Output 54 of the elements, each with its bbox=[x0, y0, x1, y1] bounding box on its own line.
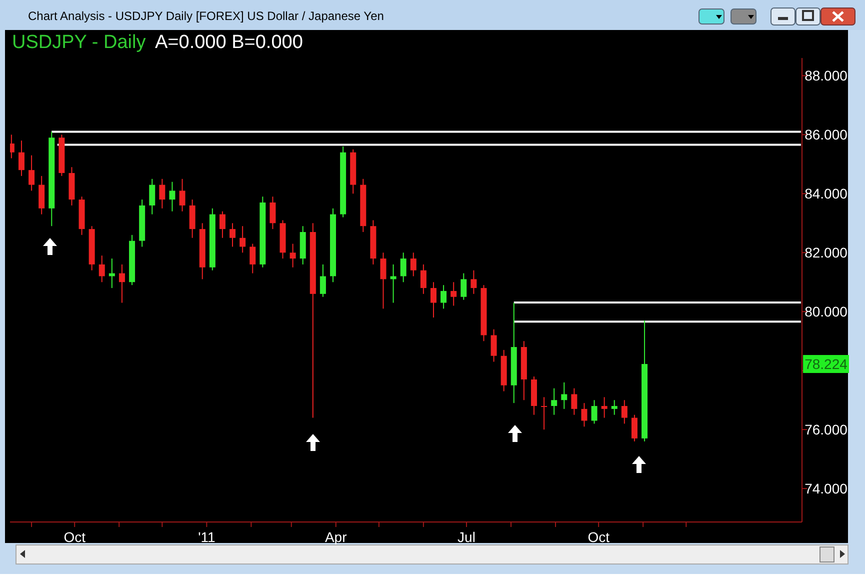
candlestick bbox=[571, 388, 578, 416]
candlestick bbox=[581, 402, 588, 428]
y-tick-label: 80.000 bbox=[804, 304, 848, 320]
candlestick bbox=[250, 243, 256, 274]
candlestick bbox=[28, 154, 35, 192]
x-tick-label: Jul bbox=[458, 529, 476, 545]
candlestick bbox=[450, 282, 457, 306]
text: A=0.000 B=0.000 bbox=[155, 32, 303, 53]
candlestick bbox=[189, 199, 196, 238]
y-tick-label: 84.000 bbox=[804, 186, 848, 202]
candlestick bbox=[390, 264, 396, 304]
candlestick bbox=[118, 264, 125, 304]
candlestick bbox=[230, 222, 236, 248]
candlestick bbox=[410, 252, 416, 277]
x-tick-label: Oct bbox=[588, 529, 610, 545]
candlestick bbox=[179, 178, 186, 212]
candlestick bbox=[149, 178, 156, 215]
candlestick bbox=[98, 255, 105, 283]
y-tick-label: 88.000 bbox=[804, 68, 848, 84]
candlestick bbox=[18, 140, 24, 176]
candlestick bbox=[601, 396, 608, 418]
x-tick-label: Apr bbox=[324, 529, 348, 545]
candlestick bbox=[470, 270, 477, 294]
candlestick bbox=[541, 396, 548, 430]
y-tick-label: 74.000 bbox=[804, 480, 848, 497]
candlestick bbox=[561, 382, 568, 410]
candlestick bbox=[240, 226, 246, 254]
text: 78.224 bbox=[804, 356, 848, 372]
candlestick bbox=[290, 243, 296, 268]
candlestick bbox=[611, 400, 618, 416]
candlestick bbox=[591, 400, 598, 424]
candlestick bbox=[460, 272, 467, 300]
candlestick bbox=[169, 181, 176, 212]
candlestick bbox=[430, 282, 436, 318]
chart-title: Chart Analysis - USDJPY Daily [FOREX] US Dollar / Japanese Yen bbox=[28, 9, 384, 23]
candlestick bbox=[380, 252, 386, 310]
candlestick bbox=[320, 264, 326, 298]
chart-subtitle: USDJPY - Daily bbox=[12, 32, 146, 53]
candlestick bbox=[551, 388, 558, 416]
candlestick bbox=[490, 328, 497, 362]
candlestick bbox=[270, 196, 276, 230]
candlestick bbox=[631, 414, 638, 442]
candlestick bbox=[621, 400, 628, 424]
candlestick bbox=[159, 178, 166, 209]
candlestick bbox=[440, 284, 447, 310]
candlestick bbox=[400, 252, 406, 283]
candlestick bbox=[38, 175, 45, 215]
y-tick-label: 86.000 bbox=[804, 126, 848, 143]
y-tick-label: 82.000 bbox=[804, 244, 848, 261]
y-tick-label: 76.000 bbox=[804, 422, 848, 438]
x-tick-label: Oct bbox=[64, 529, 86, 545]
x-tick-label: '11 bbox=[198, 529, 216, 545]
candlestick bbox=[420, 264, 426, 294]
candlestick bbox=[219, 210, 226, 238]
